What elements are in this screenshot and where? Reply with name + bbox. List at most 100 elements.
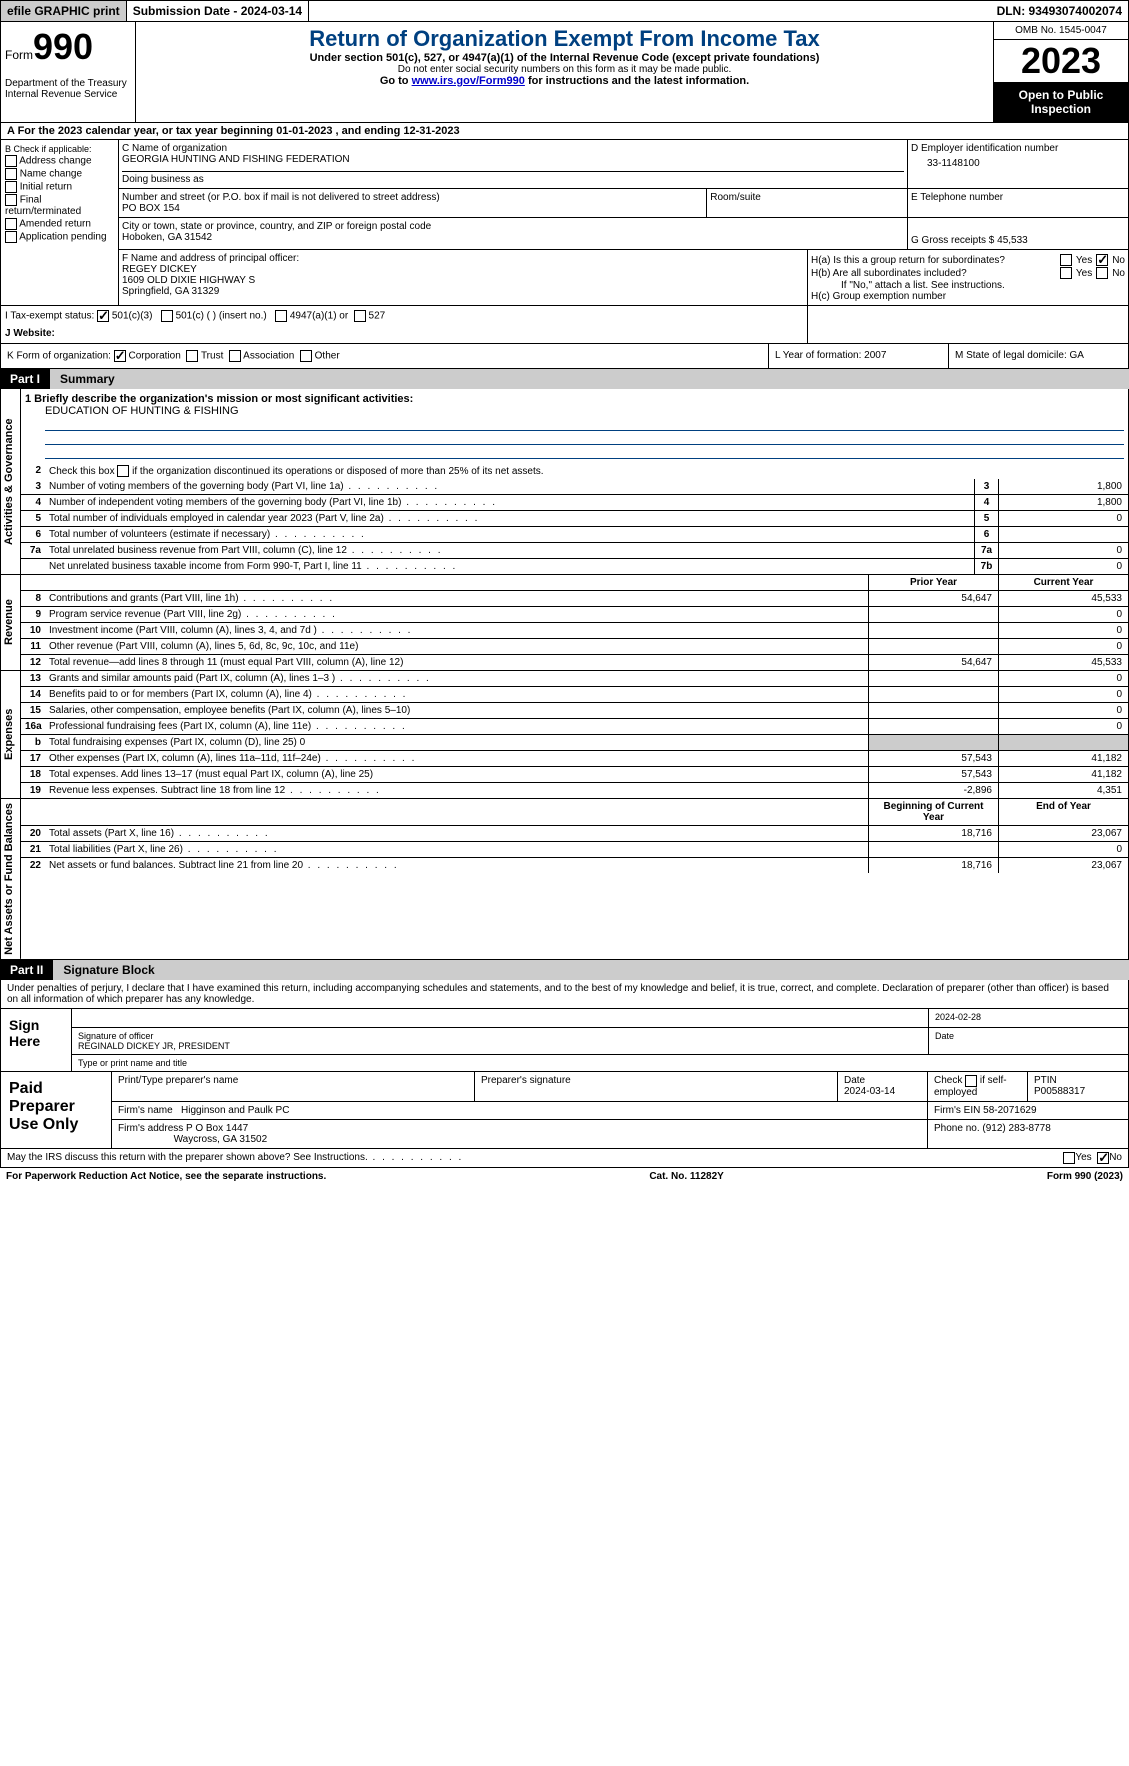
part2-label: Part II bbox=[0, 960, 53, 980]
row-a-tax-year: A For the 2023 calendar year, or tax yea… bbox=[0, 123, 1129, 140]
form-subtitle-2: Do not enter social security numbers on … bbox=[140, 64, 989, 75]
line14-py bbox=[868, 687, 998, 702]
checkbox-corp[interactable] bbox=[114, 350, 126, 362]
firm-addr1: P O Box 1447 bbox=[186, 1123, 248, 1134]
line20-desc: Total assets (Part X, line 16) bbox=[45, 826, 868, 841]
netassets-section: Net Assets or Fund Balances Beginning of… bbox=[0, 799, 1129, 960]
line5-desc: Total number of individuals employed in … bbox=[45, 511, 974, 526]
gov-label: Activities & Governance bbox=[1, 389, 21, 574]
checkbox-ha-yes[interactable] bbox=[1060, 254, 1072, 266]
expenses-section: Expenses 13Grants and similar amounts pa… bbox=[0, 671, 1129, 799]
section-klm: K Form of organization: Corporation Trus… bbox=[0, 344, 1129, 369]
checkbox-assoc[interactable] bbox=[229, 350, 241, 362]
checkbox-501c3[interactable] bbox=[97, 310, 109, 322]
checkbox-527[interactable] bbox=[354, 310, 366, 322]
line13-py bbox=[868, 671, 998, 686]
line2-text: Check this box if the organization disco… bbox=[49, 466, 544, 477]
sign-date: 2024-02-28 bbox=[935, 1012, 981, 1022]
line3-desc: Number of voting members of the governin… bbox=[45, 479, 974, 494]
line9-py bbox=[868, 607, 998, 622]
line15-cy: 0 bbox=[998, 703, 1128, 718]
line16a-py bbox=[868, 719, 998, 734]
mission-text: EDUCATION OF HUNTING & FISHING bbox=[45, 405, 1124, 417]
section-f: F Name and address of principal officer:… bbox=[119, 250, 808, 305]
checkbox-other[interactable] bbox=[300, 350, 312, 362]
line5-val: 0 bbox=[998, 511, 1128, 526]
checkbox-name-change[interactable] bbox=[5, 168, 17, 180]
current-year-hdr: Current Year bbox=[998, 575, 1128, 590]
checkbox-final-return[interactable] bbox=[5, 194, 17, 206]
section-l: L Year of formation: 2007 bbox=[768, 344, 948, 368]
gross-receipts: G Gross receipts $ 45,533 bbox=[911, 221, 1125, 246]
line7b-val: 0 bbox=[998, 559, 1128, 574]
line7a-desc: Total unrelated business revenue from Pa… bbox=[45, 543, 974, 558]
section-ij: I Tax-exempt status: 501(c)(3) 501(c) ( … bbox=[0, 305, 1129, 344]
line22-py: 18,716 bbox=[868, 858, 998, 873]
line21-py bbox=[868, 842, 998, 857]
checkbox-trust[interactable] bbox=[186, 350, 198, 362]
line8-py: 54,647 bbox=[868, 591, 998, 606]
checkbox-discuss-yes[interactable] bbox=[1063, 1152, 1075, 1164]
section-cdefg: C Name of organization GEORGIA HUNTING A… bbox=[119, 140, 1128, 305]
checkbox-app-pending[interactable] bbox=[5, 231, 17, 243]
ein-label: D Employer identification number bbox=[911, 143, 1125, 154]
tax-year: 2023 bbox=[994, 40, 1128, 82]
f-label: F Name and address of principal officer: bbox=[122, 253, 804, 264]
checkbox-discontinued[interactable] bbox=[117, 465, 129, 477]
checkbox-501c[interactable] bbox=[161, 310, 173, 322]
dba-label: Doing business as bbox=[122, 171, 904, 185]
firm-ein-label: Firm's EIN bbox=[934, 1105, 980, 1116]
line9-desc: Program service revenue (Part VIII, line… bbox=[45, 607, 868, 622]
city-value: Hoboken, GA 31542 bbox=[122, 232, 904, 243]
omb-number: OMB No. 1545-0047 bbox=[994, 22, 1128, 40]
checkbox-address-change[interactable] bbox=[5, 155, 17, 167]
checkbox-4947[interactable] bbox=[275, 310, 287, 322]
revenue-section: Revenue Prior YearCurrent Year 8Contribu… bbox=[0, 575, 1129, 671]
line7a-val: 0 bbox=[998, 543, 1128, 558]
checkbox-hb-no[interactable] bbox=[1096, 267, 1108, 279]
line11-py bbox=[868, 639, 998, 654]
header-right: OMB No. 1545-0047 2023 Open to Public In… bbox=[993, 22, 1128, 122]
line17-cy: 41,182 bbox=[998, 751, 1128, 766]
end-year-hdr: End of Year bbox=[998, 799, 1128, 825]
line18-py: 57,543 bbox=[868, 767, 998, 782]
line13-cy: 0 bbox=[998, 671, 1128, 686]
officer-name: REGEY DICKEY bbox=[122, 264, 804, 275]
line9-cy: 0 bbox=[998, 607, 1128, 622]
checkbox-amended[interactable] bbox=[5, 218, 17, 230]
submission-date: Submission Date - 2024-03-14 bbox=[127, 1, 309, 21]
header-middle: Return of Organization Exempt From Incom… bbox=[136, 22, 993, 122]
section-e: E Telephone number bbox=[908, 189, 1128, 217]
checkbox-hb-yes[interactable] bbox=[1060, 267, 1072, 279]
ein-value: 33-1148100 bbox=[911, 154, 1125, 169]
form-label: Form bbox=[5, 48, 33, 62]
irs-link[interactable]: www.irs.gov/Form990 bbox=[412, 75, 525, 87]
line20-py: 18,716 bbox=[868, 826, 998, 841]
checkbox-discuss-no[interactable] bbox=[1097, 1152, 1109, 1164]
ha-label: H(a) Is this a group return for subordin… bbox=[811, 255, 1005, 266]
firm-addr-label: Firm's address bbox=[118, 1123, 183, 1134]
line21-cy: 0 bbox=[998, 842, 1128, 857]
j-label: J Website: bbox=[5, 328, 55, 339]
type-print-label: Type or print name and title bbox=[71, 1055, 1128, 1071]
mission-label: 1 Briefly describe the organization's mi… bbox=[25, 393, 413, 405]
section-k: K Form of organization: Corporation Trus… bbox=[1, 344, 768, 368]
section-bcdefg: B Check if applicable: Address change Na… bbox=[0, 140, 1129, 305]
checkbox-initial-return[interactable] bbox=[5, 181, 17, 193]
line6-desc: Total number of volunteers (estimate if … bbox=[45, 527, 974, 542]
line16a-desc: Professional fundraising fees (Part IX, … bbox=[45, 719, 868, 734]
line6-val bbox=[998, 527, 1128, 542]
efile-label: efile GRAPHIC print bbox=[1, 1, 127, 21]
room-suite: Room/suite bbox=[707, 189, 908, 217]
checkbox-ha-no[interactable] bbox=[1096, 254, 1108, 266]
i-label: I Tax-exempt status: bbox=[5, 311, 94, 322]
line22-desc: Net assets or fund balances. Subtract li… bbox=[45, 858, 868, 873]
rev-label: Revenue bbox=[1, 575, 21, 670]
checkbox-self-employed[interactable] bbox=[965, 1075, 977, 1087]
footer-right: Form 990 (2023) bbox=[1047, 1171, 1123, 1182]
hb-note: If "No," attach a list. See instructions… bbox=[811, 280, 1125, 291]
footer: For Paperwork Reduction Act Notice, see … bbox=[0, 1168, 1129, 1185]
section-d: D Employer identification number 33-1148… bbox=[908, 140, 1128, 188]
declaration: Under penalties of perjury, I declare th… bbox=[0, 980, 1129, 1009]
ptin-value: P00588317 bbox=[1034, 1086, 1085, 1097]
